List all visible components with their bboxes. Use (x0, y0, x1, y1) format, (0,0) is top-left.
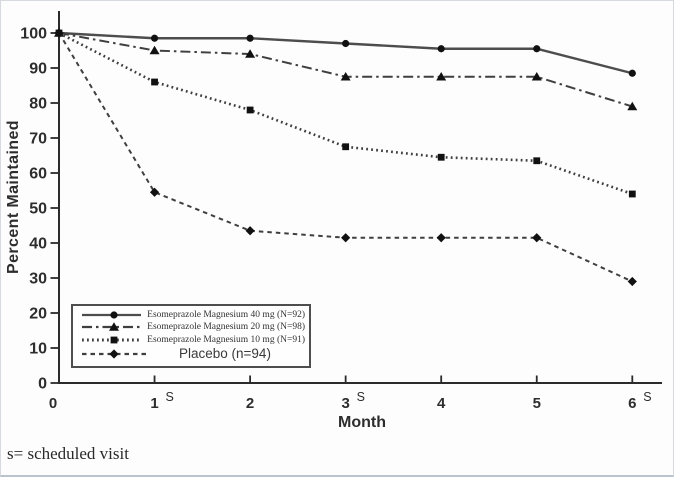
diamond-marker (54, 28, 64, 38)
series-circle (55, 29, 636, 77)
series-line (58, 31, 633, 196)
scheduled-visit-superscript: S (357, 390, 365, 404)
square-marker (110, 336, 118, 344)
legend-item: Esomeprazole Magnesium 10 mg (N=91) (79, 334, 305, 346)
y-axis-title: Percent Maintained (5, 120, 22, 274)
circle-marker (533, 45, 541, 53)
legend-line-sample (82, 336, 142, 344)
legend-line-sample (82, 322, 142, 332)
axes (58, 11, 662, 384)
triangle-marker (149, 45, 160, 55)
square-marker (342, 143, 350, 151)
diamond-marker (436, 233, 446, 243)
x-tick-label: 3 (341, 395, 349, 412)
legend-label: Placebo (n=94) (179, 346, 271, 362)
circle-marker (246, 34, 254, 42)
triangle-marker (245, 49, 256, 58)
y-tick-label: 50 (29, 201, 47, 218)
y-tick-label: 20 (29, 306, 47, 323)
diamond-marker (532, 233, 542, 243)
legend-line-sample (82, 349, 146, 359)
diamond-marker (109, 349, 119, 359)
scheduled-visit-superscript: S (643, 390, 651, 404)
triangle-marker (109, 322, 119, 332)
diamond-marker (341, 233, 351, 243)
legend-item: Esomeprazole Magnesium 20 mg (N=98) (79, 321, 305, 333)
legend-box: Esomeprazole Magnesium 40 mg (N=92) Esome… (71, 304, 311, 368)
scheduled-visit-superscript: S (166, 390, 174, 404)
square-marker (151, 78, 158, 86)
triangle-marker (436, 71, 447, 81)
legend-label: Esomeprazole Magnesium 40 mg (N=92) (147, 310, 305, 321)
y-tick-label: 90 (29, 61, 47, 78)
circle-marker (342, 39, 350, 48)
y-tick-label: 70 (29, 131, 47, 148)
y-tick-label: 60 (29, 166, 47, 183)
x-tick-label: 0 (49, 395, 57, 412)
legend-item: Placebo (n=94) (79, 346, 305, 362)
legend-item: Esomeprazole Magnesium 40 mg (N=92) (79, 309, 305, 321)
y-tick-label: 0 (38, 376, 47, 393)
triangle-marker (340, 71, 351, 81)
triangle-marker (531, 71, 542, 81)
series-diamond (54, 28, 637, 287)
triangle-marker (627, 101, 638, 111)
circle-marker (150, 34, 159, 42)
y-axis-ticks: 0 10 20 30 40 50 60 70 80 90 100 (20, 26, 59, 393)
x-tick-label: 2 (246, 395, 254, 412)
footnote-scheduled-visit: s= scheduled visit (7, 444, 129, 463)
series-line (58, 31, 633, 75)
diamond-marker (245, 226, 255, 236)
circle-marker (437, 45, 445, 53)
y-tick-label: 40 (29, 236, 47, 253)
square-marker (246, 106, 254, 114)
x-tick-label: 1 (150, 395, 158, 412)
diamond-marker (149, 187, 160, 197)
diamond-marker (627, 276, 637, 287)
x-tick-label: 5 (533, 395, 541, 412)
circle-marker (110, 311, 118, 319)
y-tick-label: 100 (20, 26, 47, 43)
x-tick-label: 4 (437, 395, 446, 412)
y-tick-label: 80 (29, 96, 47, 113)
y-tick-label: 10 (29, 341, 47, 358)
x-tick-label: 6 (628, 395, 636, 412)
legend-label: Esomeprazole Magnesium 20 mg (N=98) (147, 322, 305, 333)
circle-marker (628, 69, 636, 77)
legend-label: Esomeprazole Magnesium 10 mg (N=91) (147, 334, 305, 345)
legend-line-sample (82, 311, 142, 319)
square-marker (533, 157, 541, 165)
x-axis-title: Month (338, 414, 386, 431)
square-marker (628, 190, 636, 198)
square-marker (437, 153, 445, 161)
series-line (58, 32, 633, 283)
y-tick-label: 30 (29, 271, 47, 288)
